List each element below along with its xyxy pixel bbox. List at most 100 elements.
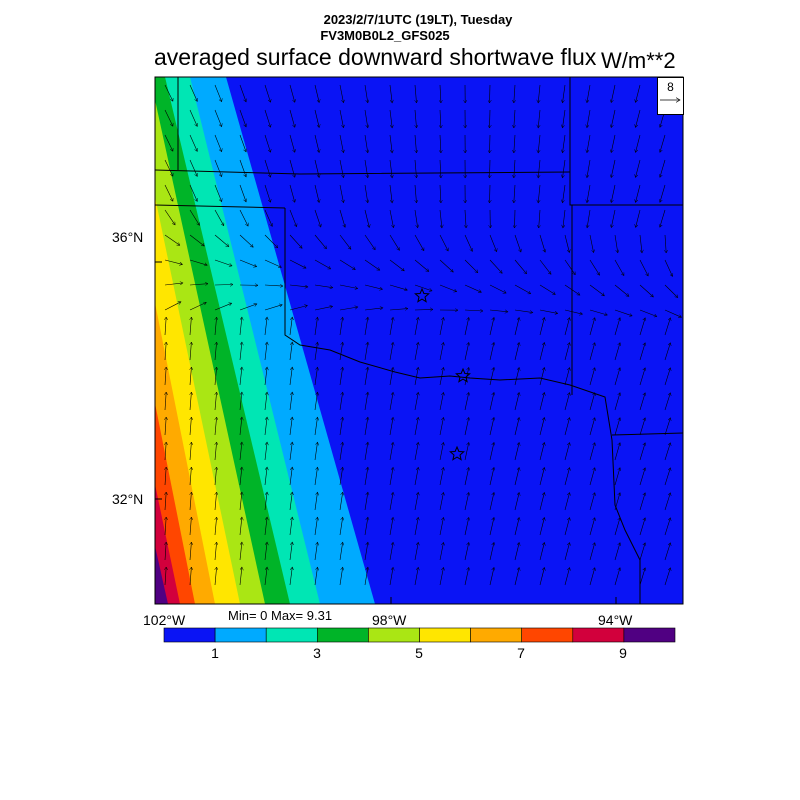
wind-vector-arrow — [539, 568, 544, 586]
wind-vector-arrow — [339, 567, 343, 586]
wind-vector-arrow — [514, 493, 519, 511]
wind-vector-arrow — [464, 417, 469, 436]
wind-vector-arrow — [164, 184, 173, 201]
map-title: averaged surface downward shortwave flux — [154, 44, 597, 70]
wind-vector-arrow — [589, 318, 595, 336]
wind-vector-arrow — [514, 184, 515, 203]
star-marker — [449, 445, 465, 461]
wind-vector-arrow — [490, 84, 491, 103]
wind-vector-arrow — [389, 567, 393, 586]
star-marker — [414, 287, 430, 303]
wind-vector-arrow — [611, 109, 616, 128]
lat-label-32: 32°N — [112, 491, 143, 507]
wind-vector-arrow — [314, 84, 319, 103]
wind-vector-arrow — [239, 109, 246, 127]
wind-vector-arrow — [215, 467, 217, 486]
wind-vector-arrow — [239, 417, 242, 436]
wind-vector-arrow — [415, 184, 417, 203]
wind-vector-arrow — [664, 568, 670, 586]
wind-vector-arrow — [489, 342, 494, 361]
wind-vector-arrow — [189, 184, 197, 201]
wind-vector-arrow — [289, 542, 292, 561]
wind-vector-arrow — [440, 84, 441, 103]
wind-vector-arrow — [514, 234, 521, 252]
wind-vector-arrow — [289, 234, 302, 248]
wind-vector-arrow — [589, 284, 604, 296]
wind-vector-arrow — [339, 542, 343, 561]
wind-vector-arrow — [564, 259, 575, 275]
wind-vector-arrow — [215, 342, 217, 361]
wind-vector-arrow — [439, 517, 444, 536]
wind-vector-arrow — [564, 234, 569, 253]
wind-vector-arrow — [190, 517, 191, 536]
wind-vector-arrow — [589, 568, 595, 586]
wind-vector-arrow — [364, 209, 369, 228]
wind-vector-arrow — [539, 493, 544, 511]
wind-vector-arrow — [214, 285, 233, 286]
wind-vector-arrow — [339, 284, 358, 289]
wind-vector-arrow — [215, 492, 217, 511]
wind-vector-arrow — [164, 259, 183, 264]
wind-vector-arrow — [314, 234, 327, 249]
wind-vector-arrow — [414, 317, 418, 336]
wind-vector-arrow — [639, 259, 648, 276]
wind-vector-arrow — [589, 418, 595, 436]
wind-vector-arrow — [389, 542, 393, 561]
wind-vector-arrow — [189, 134, 197, 151]
wind-vector-arrow — [614, 259, 624, 276]
wind-vector-arrow — [439, 209, 442, 228]
wind-vector-arrow — [414, 392, 418, 411]
wind-vector-arrow — [489, 392, 494, 411]
wind-vector-arrow — [264, 84, 271, 102]
wind-vector-arrow — [364, 417, 368, 436]
wind-vector-arrow — [314, 134, 319, 153]
wind-vector-arrow — [214, 109, 222, 127]
wind-vector-arrow — [314, 317, 318, 336]
colorbar-label: 1 — [211, 645, 219, 661]
wind-vector-arrow — [614, 568, 620, 586]
wind-vector-arrow — [489, 317, 494, 336]
wind-vector-arrow — [339, 492, 343, 511]
axis-ticks — [154, 261, 617, 604]
wind-vector-arrow — [564, 418, 570, 436]
wind-vector-arrow — [314, 517, 318, 536]
wind-vector-arrow — [239, 304, 257, 311]
wind-vector-arrow — [364, 442, 368, 461]
wind-vector-arrow — [414, 467, 418, 486]
wind-vector-arrow — [539, 443, 544, 461]
wind-vector-arrow — [464, 342, 469, 361]
wind-vector-arrow — [614, 543, 620, 561]
wind-vector-arrow — [563, 209, 566, 228]
wind-vector-arrow — [339, 442, 343, 461]
wind-vector-arrow — [389, 159, 392, 178]
wind-vector-arrow — [563, 84, 566, 103]
wind-vector-arrow — [414, 259, 429, 272]
wind-vector-arrow — [389, 184, 392, 203]
wind-vector-arrow — [164, 159, 173, 176]
wind-vector-arrow — [389, 467, 393, 486]
wind-vector-arrow — [264, 417, 267, 436]
wind-vector-arrow — [660, 134, 666, 152]
wind-vector-arrow — [514, 443, 519, 461]
wind-vector-arrow — [339, 517, 343, 536]
wind-vector-arrow — [439, 542, 444, 561]
wind-vector-arrow — [165, 342, 166, 361]
wind-vector-arrow — [439, 284, 457, 292]
wind-vector-arrow — [190, 342, 191, 361]
wind-vector-arrow — [339, 467, 343, 486]
wind-vector-arrow — [514, 309, 533, 313]
wind-vector-arrow — [611, 184, 616, 203]
wind-vector-arrow — [215, 542, 217, 561]
wind-vector-arrow — [563, 159, 566, 178]
wind-vector-arrow — [314, 342, 318, 361]
wind-vector-arrow — [364, 259, 380, 270]
wind-vector-arrow — [239, 542, 242, 561]
wind-vector-arrow — [489, 417, 494, 436]
wind-vector-arrow — [215, 317, 217, 336]
wind-vector-arrow — [264, 517, 267, 536]
wind-vector-arrow — [289, 259, 306, 268]
wind-vector-arrow — [339, 317, 343, 336]
wind-vector-arrow — [465, 209, 466, 228]
wind-vector-arrow — [614, 518, 620, 536]
wind-vector-arrow — [264, 159, 271, 177]
